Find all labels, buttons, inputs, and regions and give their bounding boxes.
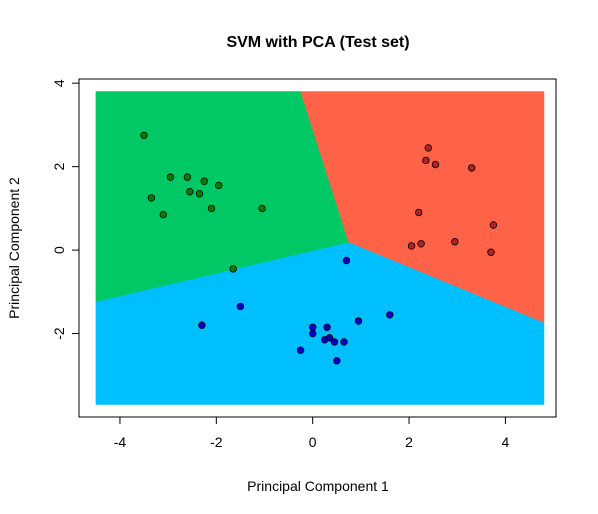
- data-point: [342, 256, 351, 265]
- data-point: [330, 338, 339, 346]
- data-point: [417, 240, 425, 248]
- data-point: [333, 357, 341, 365]
- data-point: [258, 204, 266, 213]
- y-axis: -2 0 2 4: [51, 79, 80, 340]
- y-tick-label: 4: [51, 79, 67, 87]
- data-point: [354, 317, 363, 325]
- data-point: [147, 194, 155, 202]
- x-tick-label: 0: [309, 434, 317, 450]
- data-point: [468, 164, 476, 172]
- data-point: [195, 190, 204, 198]
- chart-title: SVM with PCA (Test set): [226, 34, 409, 51]
- x-tick-label: 2: [405, 434, 413, 450]
- y-tick-label: -2: [51, 327, 67, 340]
- y-tick-label: 2: [51, 163, 67, 171]
- data-point: [451, 237, 459, 246]
- data-point: [183, 173, 192, 181]
- data-point: [200, 177, 208, 185]
- data-point: [323, 323, 331, 331]
- data-point: [424, 144, 432, 152]
- data-point: [431, 160, 440, 169]
- data-point: [214, 181, 223, 190]
- data-point: [489, 221, 498, 229]
- data-point: [159, 210, 167, 219]
- data-point: [229, 265, 237, 273]
- data-point: [325, 334, 334, 342]
- data-point: [309, 323, 317, 331]
- data-point: [296, 346, 305, 354]
- decision-region-3: [95, 242, 545, 405]
- data-point: [236, 302, 245, 311]
- x-tick-label: -2: [210, 434, 223, 450]
- y-tick-label: 0: [51, 246, 67, 254]
- data-point: [198, 321, 206, 329]
- data-point: [422, 156, 430, 165]
- x-axis-label: Principal Component 1: [247, 478, 389, 494]
- data-point: [407, 242, 416, 250]
- data-point: [386, 311, 394, 319]
- x-tick-label: 4: [502, 434, 510, 450]
- data-point: [140, 131, 148, 139]
- data-point: [340, 338, 348, 346]
- data-point: [166, 173, 175, 181]
- y-axis-label: Principal Component 2: [6, 177, 22, 319]
- data-point: [309, 329, 317, 338]
- x-tick-label: -4: [114, 434, 127, 450]
- data-point: [415, 208, 423, 217]
- decision-regions: [95, 91, 545, 405]
- data-point: [207, 204, 216, 213]
- data-point: [487, 248, 495, 256]
- x-axis: -4 -2 0 2 4: [114, 416, 510, 450]
- test-points: [140, 131, 498, 365]
- data-point: [186, 187, 194, 196]
